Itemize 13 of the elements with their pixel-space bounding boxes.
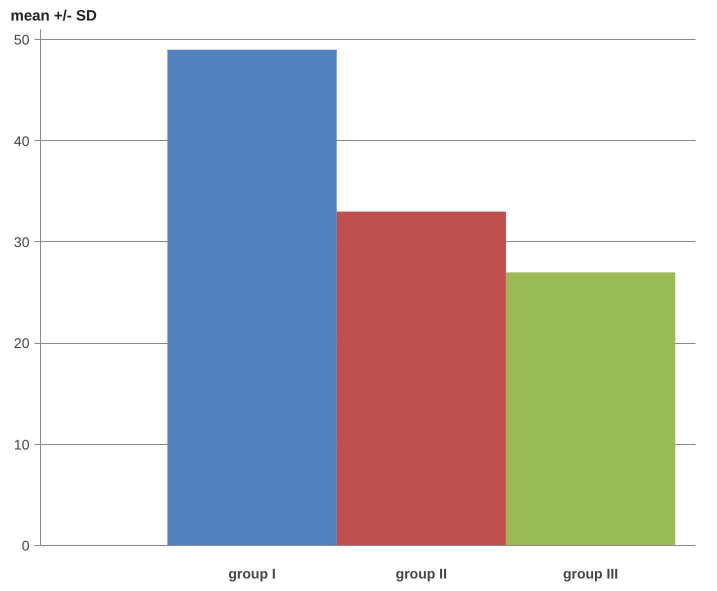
- x-tick-label: group II: [396, 566, 447, 582]
- y-tick-label: 40: [14, 132, 30, 149]
- x-tick-label: group I: [228, 566, 276, 582]
- bar: [167, 50, 337, 546]
- y-tick-label: 0: [22, 538, 30, 554]
- x-tick-label: group III: [562, 566, 618, 582]
- bar: [506, 272, 676, 546]
- y-tick-label: 30: [14, 234, 30, 250]
- y-axis-title: mean +/- SD: [10, 8, 97, 24]
- y-tick-label: 10: [14, 436, 30, 452]
- y-tick-label: 50: [14, 32, 30, 48]
- bar: [336, 212, 506, 546]
- y-tick-label: 20: [14, 335, 30, 352]
